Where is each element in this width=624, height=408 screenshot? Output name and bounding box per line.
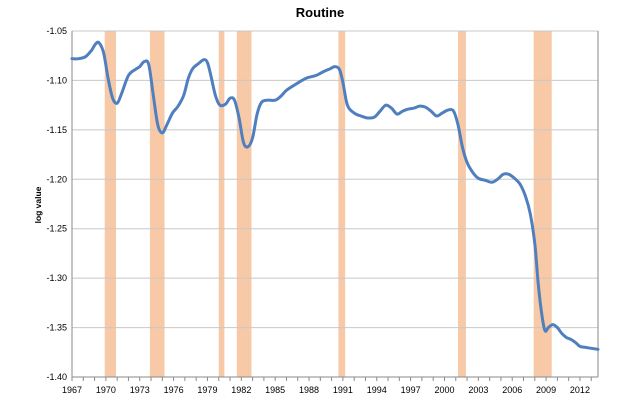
x-tick-label: 1970 <box>96 385 116 395</box>
x-tick-label: 1973 <box>130 385 150 395</box>
recession-band <box>218 31 225 377</box>
x-tick-label: 1991 <box>333 385 353 395</box>
x-tick-label: 1985 <box>265 385 285 395</box>
recession-band <box>104 31 117 377</box>
chart-title: Routine <box>296 5 344 20</box>
x-tick-label: 1997 <box>401 385 421 395</box>
x-tick-label: 1982 <box>231 385 251 395</box>
x-tick-label: 2006 <box>502 385 522 395</box>
x-tick-label: 2000 <box>434 385 454 395</box>
x-tick-label: 1988 <box>299 385 319 395</box>
y-tick-label: -1.40 <box>46 372 67 382</box>
x-tick-label: 1979 <box>197 385 217 395</box>
x-tick-label: 2012 <box>570 385 590 395</box>
y-tick-label: -1.10 <box>46 75 67 85</box>
recession-shading <box>104 31 552 377</box>
x-tick-labels: 1967 1970 1973 1976 1979 1982 1985 1988 1991 1994… <box>62 385 590 395</box>
x-tick-label: 2003 <box>468 385 488 395</box>
recession-band <box>149 31 165 377</box>
x-tick-label: 1994 <box>367 385 387 395</box>
y-tick-label: -1.30 <box>46 273 67 283</box>
series-line <box>70 40 600 351</box>
x-tick-label: 1967 <box>62 385 82 395</box>
recession-band <box>458 31 466 377</box>
y-tick-label: -1.05 <box>46 26 67 36</box>
x-tick-label: 2009 <box>536 385 556 395</box>
recession-band <box>338 31 346 377</box>
y-tick-label: -1.15 <box>46 125 67 135</box>
y-tick-label: -1.20 <box>46 174 67 184</box>
axes <box>71 31 599 381</box>
recession-band <box>236 31 252 377</box>
x-tick-label: 1976 <box>164 385 184 395</box>
series-lines <box>70 40 600 351</box>
y-axis-label: log value <box>33 186 43 223</box>
y-tick-label: -1.35 <box>46 323 67 333</box>
y-tick-label: -1.25 <box>46 224 67 234</box>
y-tick-labels: -1.05 -1.10 -1.15 -1.20 -1.25 -1.30 -1.35 -1.40 <box>46 26 67 382</box>
